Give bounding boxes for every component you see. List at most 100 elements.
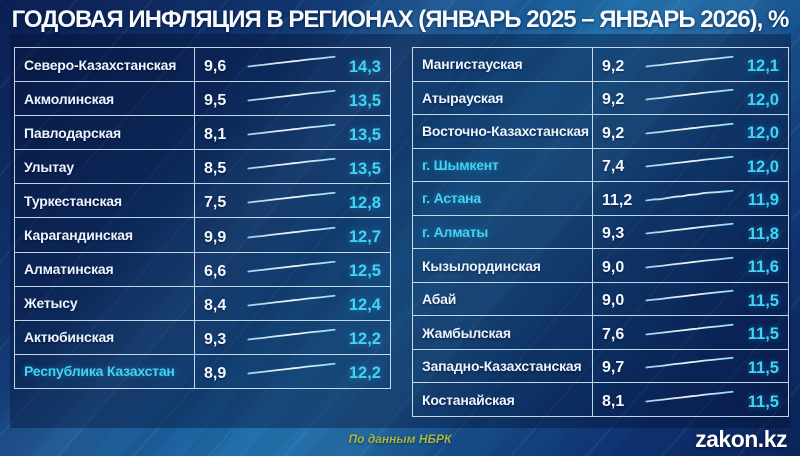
table-row: Абай 9,0 11,5 xyxy=(413,281,788,316)
start-value: 9,2 xyxy=(602,91,625,109)
trend-cell: 6,6 12,5 xyxy=(195,253,390,286)
start-value: 8,4 xyxy=(204,296,227,314)
trend-cell: 9,0 11,6 xyxy=(593,249,788,282)
table-row: Улытау 8,5 13,5 xyxy=(15,149,390,184)
sparkline xyxy=(247,260,336,273)
region-name: Акмолинская xyxy=(15,82,195,116)
start-value: 6,6 xyxy=(204,262,227,280)
region-name: Кызылординская xyxy=(413,249,593,282)
end-value: 11,6 xyxy=(747,258,779,277)
table-row: г. Астана 11,2 11,9 xyxy=(413,181,788,215)
region-name: Северо-Казахстанская xyxy=(15,48,195,82)
sparkline xyxy=(247,158,336,170)
end-value: 12,0 xyxy=(746,90,779,109)
end-value: 11,5 xyxy=(747,325,779,344)
start-value: 9,5 xyxy=(204,92,227,110)
end-value: 12,1 xyxy=(746,57,779,76)
backdrop-panel xyxy=(10,34,791,428)
sparkline xyxy=(247,362,336,375)
region-name: Жетысу xyxy=(15,286,195,320)
start-value: 7,5 xyxy=(204,194,227,212)
region-name: г. Алматы xyxy=(413,215,593,249)
end-value: 12,2 xyxy=(348,330,381,349)
trend-cell: 8,1 13,5 xyxy=(195,116,390,149)
sparkline xyxy=(645,290,734,302)
trend-cell: 9,2 12,0 xyxy=(593,82,788,115)
region-name: Западно-Казахстанская xyxy=(413,349,593,383)
region-name: г. Шымкент xyxy=(413,148,593,182)
start-value: 9,3 xyxy=(204,330,227,348)
end-value: 11,8 xyxy=(747,224,779,243)
end-value: 12,7 xyxy=(348,228,381,247)
sparkline xyxy=(247,124,336,136)
sparkline xyxy=(645,122,734,135)
trend-cell: 7,6 11,5 xyxy=(593,316,788,349)
page-title: ГОДОВАЯ ИНФЛЯЦИЯ В РЕГИОНАХ (ЯНВАРЬ 2025… xyxy=(11,6,790,33)
table-row: Карагандинская 9,9 12,7 xyxy=(15,217,390,252)
start-value: 9,2 xyxy=(602,57,625,75)
end-value: 11,5 xyxy=(747,392,779,411)
trend-cell: 11,2 11,9 xyxy=(593,182,788,215)
sparkline xyxy=(645,323,734,336)
start-value: 7,6 xyxy=(602,325,625,343)
table-row: Акмолинская 9,5 13,5 xyxy=(15,81,390,116)
table-row: Жамбылская 7,6 11,5 xyxy=(413,315,788,349)
table-row: Алматинская 6,6 12,5 xyxy=(15,251,390,286)
region-name: Павлодарская xyxy=(15,116,195,150)
end-value: 11,9 xyxy=(747,191,779,210)
end-value: 12,4 xyxy=(348,296,381,315)
table-row: г. Шымкент 7,4 12,0 xyxy=(413,147,788,182)
table-row: Атырауская 9,2 12,0 xyxy=(413,80,788,115)
trend-cell: 9,0 11,5 xyxy=(593,283,788,316)
table-row: Жетысу 8,4 12,4 xyxy=(15,285,390,320)
table-row: Восточно-Казахстанская 9,2 12,0 xyxy=(413,114,788,148)
table-row: г. Алматы 9,3 11,8 xyxy=(413,214,788,249)
sparkline xyxy=(247,192,336,204)
start-value: 8,9 xyxy=(204,364,227,382)
trend-cell: 9,6 14,3 xyxy=(195,48,390,81)
sparkline xyxy=(247,55,336,68)
start-value: 9,0 xyxy=(602,292,625,310)
end-value: 11,5 xyxy=(747,358,779,377)
start-value: 8,5 xyxy=(204,160,227,178)
start-value: 9,9 xyxy=(204,228,227,246)
region-name: Атырауская xyxy=(413,81,593,115)
region-name: Улытау xyxy=(15,150,195,184)
sparkline xyxy=(645,390,734,403)
trend-cell: 7,5 12,8 xyxy=(195,184,390,217)
trend-cell: 9,2 12,0 xyxy=(593,115,788,148)
start-value: 9,6 xyxy=(204,58,227,76)
region-name: Актюбинская xyxy=(15,320,195,354)
sparkline xyxy=(645,189,734,202)
sparkline xyxy=(645,55,734,67)
end-value: 13,5 xyxy=(348,125,381,144)
sparkline xyxy=(645,88,734,101)
region-name: г. Астана xyxy=(413,182,593,215)
sparkline xyxy=(645,256,734,269)
start-value: 7,4 xyxy=(602,158,625,176)
end-value: 12,8 xyxy=(348,193,381,212)
region-name: Абай xyxy=(413,282,593,316)
table-row: Мангистауская 9,2 12,1 xyxy=(413,48,788,81)
data-source-note: По данным НБРК xyxy=(348,432,452,446)
sparkline xyxy=(645,223,734,235)
sparkline xyxy=(247,226,336,238)
sparkline xyxy=(247,328,336,341)
trend-cell: 9,5 13,5 xyxy=(195,82,390,115)
inflation-table-left: Северо-Казахстанская 9,6 14,3 Акмолинская 9,… xyxy=(14,47,391,389)
table-row: Республика Казахстан 8,9 12,2 xyxy=(15,353,390,388)
region-name: Карагандинская xyxy=(15,218,195,252)
region-name: Восточно-Казахстанская xyxy=(413,115,593,148)
sparkline xyxy=(645,357,734,369)
trend-cell: 9,3 11,8 xyxy=(593,216,788,249)
start-value: 8,1 xyxy=(204,126,227,144)
trend-cell: 9,2 12,1 xyxy=(593,48,788,81)
trend-cell: 9,7 11,5 xyxy=(593,350,788,383)
start-value: 11,2 xyxy=(602,191,633,209)
region-name: Республика Казахстан xyxy=(15,354,195,388)
end-value: 13,5 xyxy=(348,91,381,110)
table-row: Кызылординская 9,0 11,6 xyxy=(413,248,788,282)
table-row: Костанайская 8,1 11,5 xyxy=(413,382,788,417)
end-value: 12,0 xyxy=(746,157,779,176)
trend-cell: 7,4 12,0 xyxy=(593,149,788,182)
